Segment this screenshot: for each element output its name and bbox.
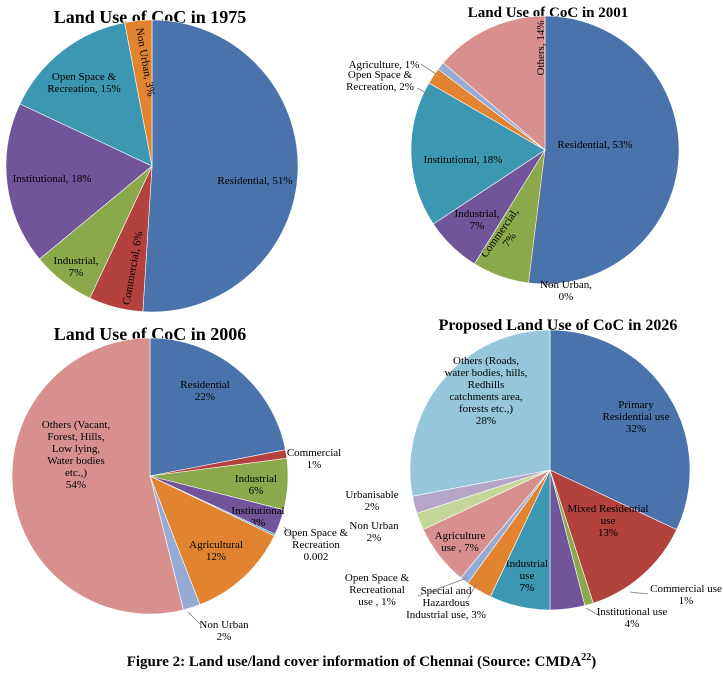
slice-label-non-urban: Non Urban, 0% [540,279,592,303]
slice-label-mixed-residential-use: Mixed Residential use 13% [568,503,649,539]
slice-label-non-urban: Non Urban 2% [199,619,249,643]
chart-title: Land Use of CoC in 2006 [54,324,247,344]
leader-line [416,87,433,97]
slice-others-roads-water-bodies-hills-redhills-catchments-area-forests-etc [409,329,551,497]
slice-label-residential: Residential 22% [180,379,230,403]
slice-label-industrial: Industrial, 7% [54,255,99,279]
slice-label-open-space-recreation: Open Space & Recreation, 2% [346,69,414,93]
slice-label-others: Others, 14% [535,21,547,76]
slice-open-space-recreation [19,22,153,167]
leader-line [467,584,477,599]
slice-label-primary-residential-use: Primary Residential use 32% [603,399,670,435]
leader-line [417,577,468,597]
slice-label-open-space-recreational-use: Open Space & Recreational use , 1% [345,572,410,608]
slice-label-commercial-use: Commercial use 1% [650,583,722,607]
slice-label-agriculture-use: Agriculture use , 7% [435,530,486,554]
slice-label-agriculture: Agriculture, 1% [349,59,420,71]
slice-institutional [5,103,153,260]
slice-label-institutional: Institutional, 18% [424,154,503,166]
slice-label-agricultural: Agricultural 12% [189,539,243,563]
pie-chart-3: Land Use of CoC in 2006 Residential 22% Com… [11,324,349,643]
slice-label-special-and-hazardous-industrial-use: Special and Hazardous Industrial use, 3% [406,585,486,621]
chart-title: Land Use of CoC in 1975 [54,7,247,27]
slice-agricultural [149,475,275,606]
chart-title: Land Use of CoC in 2001 [468,5,628,21]
leader-line [420,63,437,75]
slice-label-industrial: Industrial, 7% [455,208,500,232]
leader-line [187,611,201,625]
slice-others [11,337,184,615]
figure-caption: Figure 2: Land use/land cover informatio… [0,652,723,671]
slice-label-others: Others (Vacant, Forest, Hills, Low lying, W… [42,419,111,491]
slice-institutional [410,82,546,225]
slice-primary-residential-use [549,329,691,531]
chart-title: Proposed Land Use of CoC in 2026 [439,317,678,334]
figure-canvas: Land Use of CoC in 1975 Residential, 51% C… [5,5,722,643]
slice-label-residential: Residential, 51% [217,175,292,187]
leader-line [283,526,297,541]
slice-non-urban [124,19,153,167]
slice-label-industrial-use: Industrial use 7% [506,558,548,594]
slice-mixed-residential-use [549,469,678,604]
caption-text: Figure 2: Land use/land cover informatio… [126,654,582,670]
slice-label-institutional-use: Institutional use 4% [597,606,668,630]
slice-residential [528,15,680,285]
slice-residential [149,337,286,477]
leader-line [629,591,649,595]
slice-others [442,15,546,151]
slice-label-urbanisable: Urbanisable 2% [345,489,398,513]
caption-close: ) [591,654,597,670]
leader-line [585,607,601,617]
slice-label-open-space-recreation: Open Space & Recreation 0.002 [284,527,349,563]
slice-label-commercial: Commercial 1% [287,447,341,471]
slice-label-open-space-recreation: Open Space & Recreation, 15% [47,71,120,95]
leader-line [544,283,556,287]
slice-label-non-urban: Non Urban 2% [349,520,399,544]
caption-reference: 22 [581,652,592,663]
pie-chart-4: Proposed Land Use of CoC in 2026 Primary R… [345,317,722,630]
pie-chart-2: Land Use of CoC in 2001 Residential, 53% N… [346,5,680,303]
slice-label-others-roads-water-bodies-hills-redhills-catchments-area-forests-etc: Others (Roads, water bodies, hills, Redhil… [444,355,527,427]
slice-label-residential: Residential, 53% [557,139,632,151]
slice-residential [142,19,299,313]
slice-label-industrial: Industrial 6% [235,473,277,497]
slice-label-institutional: Institutional, 18% [13,173,92,185]
